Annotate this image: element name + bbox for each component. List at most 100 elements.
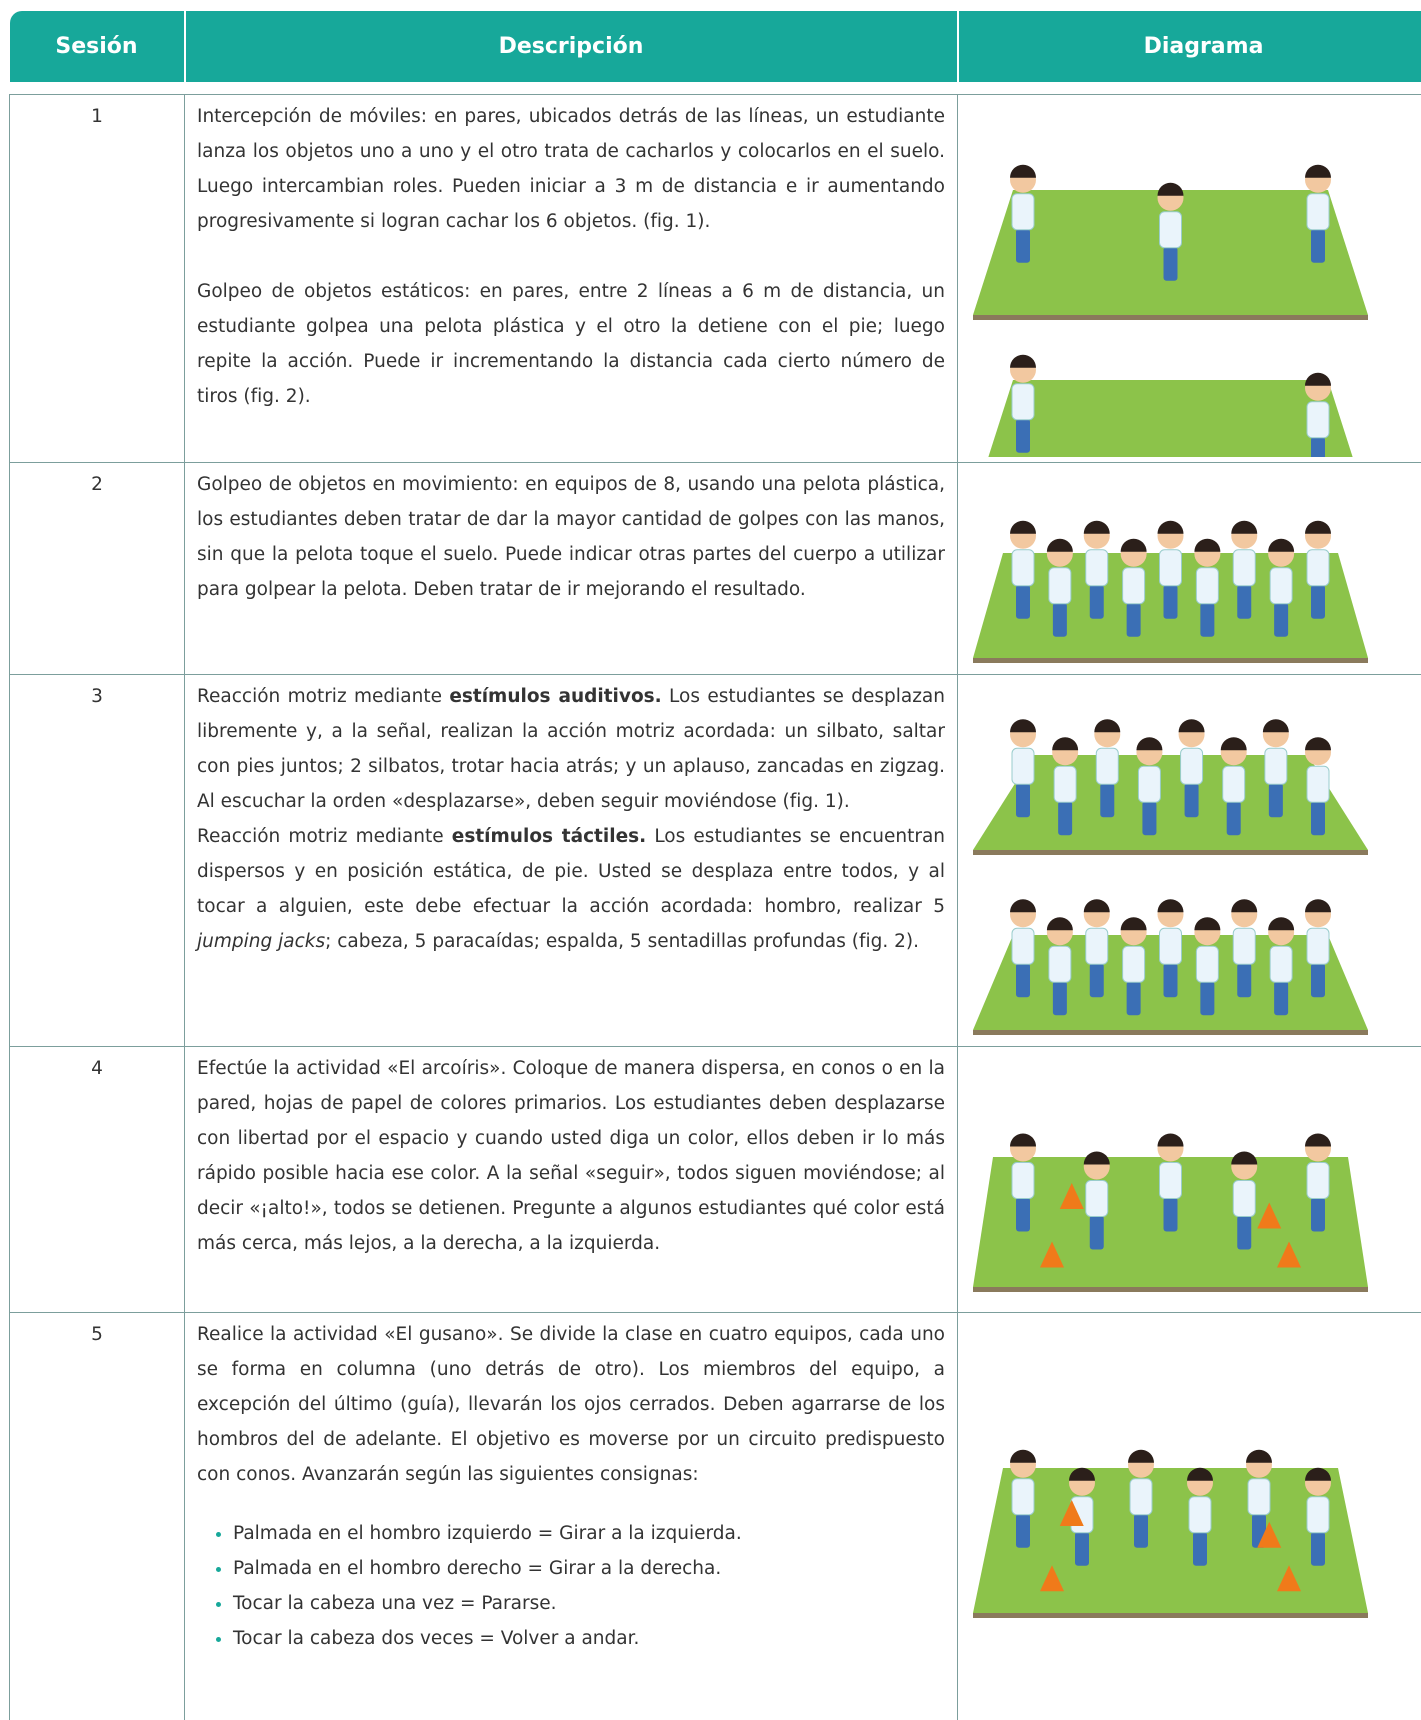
cone (1040, 1565, 1064, 1592)
text: Realice la actividad «El gusano». Se div… (197, 1324, 945, 1485)
figure-shirt (1011, 1162, 1035, 1199)
session-cell: 5 (9, 1312, 185, 1720)
diagram-cell (957, 462, 1421, 675)
figure-hair (1052, 737, 1079, 751)
session-table: Sesión Descripción Diagrama 1 Intercepció… (9, 11, 1421, 1720)
figure-hair (1046, 917, 1073, 931)
session-cell: 3 (9, 674, 185, 1047)
figure-hair (1194, 917, 1221, 931)
header-cell: Descripción (183, 11, 958, 82)
text: ; cabeza, 5 paracaídas; espalda, 5 senta… (325, 931, 919, 952)
figure-shirt (1053, 765, 1077, 803)
bullet-item: Palmada en el hombro izquierdo = Girar a… (233, 1516, 945, 1551)
figure-shirt (1095, 747, 1119, 785)
figure-legs (1163, 246, 1178, 281)
diagram (973, 719, 1368, 1035)
figure-legs (1268, 783, 1283, 818)
figure-hair (1010, 354, 1036, 368)
figure-hair (1083, 520, 1110, 534)
table-row: 1 Intercepción de móviles: en pares, ubic… (9, 94, 1421, 463)
figure-shirt (1048, 945, 1072, 983)
figure-legs (1163, 584, 1178, 619)
field (988, 380, 1353, 457)
figure-hair (1046, 538, 1073, 552)
figure-shirt (1159, 1162, 1182, 1199)
figure-shirt (1137, 765, 1161, 803)
figure-shirt (1011, 549, 1035, 587)
table-body: 1 Intercepción de móviles: en pares, ubic… (9, 82, 1421, 1720)
diagram (973, 1449, 1368, 1618)
figure-shirt (1180, 747, 1204, 785)
text: Intercepción de móviles: en pares, ubica… (197, 106, 945, 232)
figure-shirt (1264, 747, 1288, 785)
figure-legs (1089, 584, 1104, 619)
figure-shirt (1011, 383, 1035, 421)
figure-hair (1305, 1133, 1331, 1147)
figure-shirt (1085, 927, 1109, 965)
cone (1040, 1241, 1064, 1268)
figure-shirt (1232, 1180, 1256, 1217)
figure-legs (1163, 1197, 1178, 1232)
figure-legs (1126, 981, 1141, 1016)
figure-legs (1200, 981, 1215, 1016)
field-edge (973, 315, 1368, 320)
figure-hair (1010, 899, 1036, 913)
cone (1059, 1183, 1084, 1209)
figure-hair (1157, 1133, 1184, 1147)
paragraph: Golpeo de objetos en movimiento: en equi… (197, 467, 945, 607)
figure-hair (1246, 1449, 1272, 1463)
figure-legs (1016, 418, 1030, 453)
figure-hair (1268, 917, 1295, 931)
header-cell: Sesión (9, 11, 185, 82)
paragraph: Reacción motriz mediante estímulos tácti… (197, 819, 945, 959)
description-cell: Intercepción de móviles: en pares, ubica… (184, 94, 958, 463)
field-edge (973, 1287, 1368, 1292)
figure-hair (1128, 1449, 1154, 1463)
figure-hair (1262, 719, 1289, 733)
figure-shirt (1195, 567, 1219, 605)
figure-hair (1083, 899, 1110, 913)
diagram-cell (957, 1046, 1421, 1313)
text: Efectúe la actividad «El arcoíris». Colo… (197, 1058, 945, 1254)
figure-shirt (1306, 193, 1330, 231)
figure-hair (1187, 1467, 1213, 1481)
figure-hair (1305, 899, 1331, 913)
figure-hair (1305, 520, 1331, 534)
figure-shirt (1129, 1478, 1153, 1516)
figure-hair (1268, 538, 1295, 552)
figure-legs (1016, 228, 1030, 263)
figure-legs (1193, 1531, 1207, 1566)
figure-legs (1311, 1197, 1325, 1232)
figure-hair (1178, 719, 1205, 733)
figure-legs (1052, 602, 1067, 637)
figure-legs (1237, 584, 1252, 619)
figure-legs (1016, 963, 1030, 998)
figure-shirt (1122, 567, 1146, 605)
text: Reacción motriz mediante (197, 686, 450, 707)
figure-legs (1274, 981, 1289, 1016)
cone (1277, 1241, 1301, 1268)
table-row: 3 Reacción motriz mediante estímulos audi… (9, 674, 1421, 1047)
diagram-cell (957, 1312, 1421, 1720)
figure-hair (1157, 899, 1184, 913)
paragraph: Golpeo de objetos estáticos: en pares, e… (197, 274, 945, 414)
figure-legs (1052, 981, 1067, 1016)
figure-shirt (1306, 1496, 1330, 1534)
table-row: 4 Efectúe la actividad «El arcoíris». Col… (9, 1046, 1421, 1313)
figure-legs (1142, 801, 1157, 836)
figure-shirt (1306, 927, 1330, 965)
figure-legs (1016, 1197, 1030, 1232)
bullet-item: Tocar la cabeza una vez = Pararse. (233, 1586, 945, 1621)
description-cell: Realice la actividad «El gusano». Se div… (184, 1312, 958, 1720)
figure-hair (1010, 1449, 1036, 1463)
figure-hair (1010, 164, 1036, 178)
session-cell: 4 (9, 1046, 185, 1313)
bullet-item: Palmada en el hombro derecho = Girar a l… (233, 1551, 945, 1586)
figure-legs (1237, 1215, 1252, 1250)
figure-shirt (1011, 193, 1035, 231)
figure-legs (1311, 963, 1325, 998)
figure-hair (1194, 538, 1221, 552)
figure-hair (1069, 1467, 1095, 1481)
figure-legs (1311, 228, 1325, 263)
